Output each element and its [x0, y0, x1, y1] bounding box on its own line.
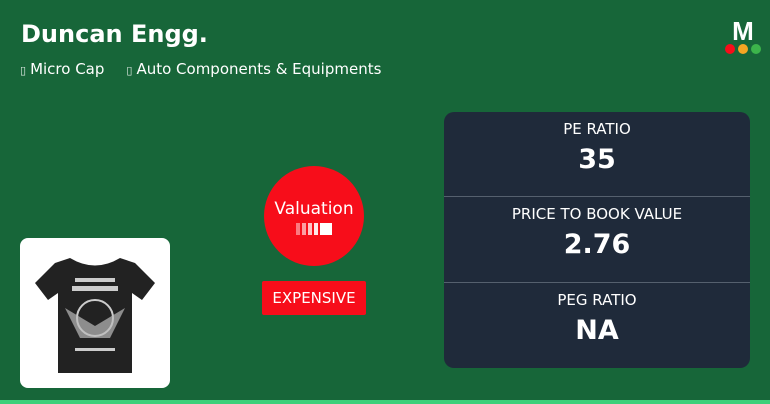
company-name: Duncan Engg. — [21, 20, 208, 48]
brand-logo: M — [724, 18, 762, 54]
company-tags: ▯ Micro Cap ▯ Auto Components & Equipments — [20, 60, 381, 78]
level-bar — [302, 223, 306, 235]
valuation-badge: EXPENSIVE — [262, 281, 366, 315]
metric-pe: PE RATIO 35 — [444, 112, 750, 198]
tag-market-cap: ▯ Micro Cap — [20, 60, 105, 78]
product-image — [20, 238, 170, 388]
metrics-panel: PE RATIO 35 PRICE TO BOOK VALUE 2.76 PEG R… — [444, 112, 750, 368]
level-bar — [296, 223, 300, 235]
tag-icon: ▯ — [126, 64, 133, 77]
metric-peg: PEG RATIO NA — [557, 290, 637, 346]
level-bar — [314, 223, 318, 235]
tshirt-icon — [35, 258, 155, 373]
valuation-level-bars — [264, 223, 364, 235]
valuation-meter: Valuation — [264, 166, 364, 266]
level-bar — [308, 223, 312, 235]
level-bar — [320, 223, 332, 235]
logo-dot-orange — [738, 44, 748, 54]
bottom-accent-bar — [0, 400, 770, 404]
logo-dot-green — [751, 44, 761, 54]
tag-sector: ▯ Auto Components & Equipments — [126, 60, 382, 78]
logo-dot-red — [725, 44, 735, 54]
metric-pb: PRICE TO BOOK VALUE 2.76 — [444, 197, 750, 283]
tag-icon: ▯ — [20, 64, 27, 77]
